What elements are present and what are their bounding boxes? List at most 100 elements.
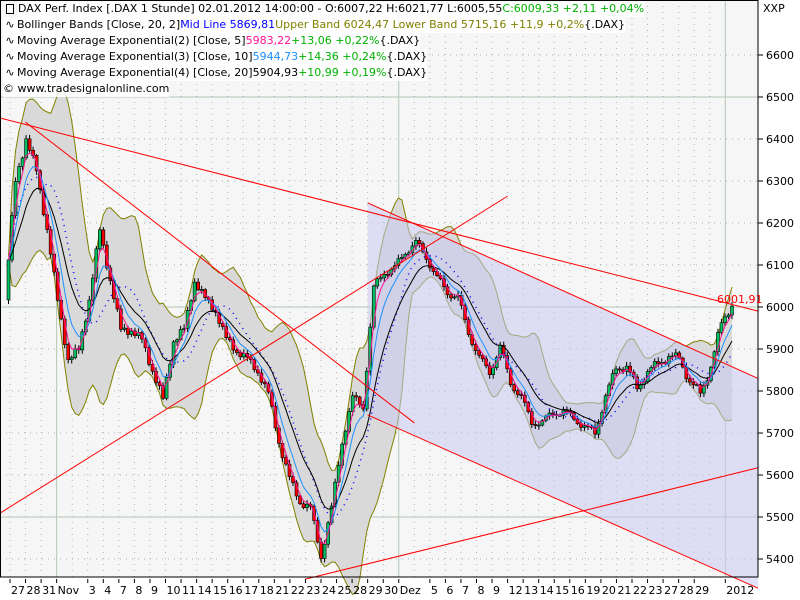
- trendline[interactable]: [305, 467, 759, 580]
- x-tick-label: 8: [135, 584, 142, 597]
- candle-body: [449, 294, 453, 299]
- indicator-change: +13,06 +0,22%: [291, 33, 380, 49]
- x-tick-label: 27: [11, 584, 25, 597]
- candle-body: [168, 363, 172, 378]
- candle-body: [375, 278, 380, 287]
- candle: [168, 360, 172, 381]
- candle: [161, 382, 165, 401]
- x-tick-label: 15: [555, 584, 569, 597]
- candle: [284, 454, 288, 466]
- bollinger-mid-line: [7, 176, 733, 517]
- last-price-label: 6001,91: [717, 293, 763, 306]
- legend-main[interactable]: DAX Perf. Index [.DAX 1 Stunde] 02.01.20…: [3, 1, 645, 17]
- y-tick-label: 5900: [766, 343, 794, 356]
- candle-body: [540, 420, 545, 426]
- band-values: Upper Band 6024,47 Lower Band 5715,16 +1…: [275, 17, 585, 33]
- candle-body: [192, 281, 197, 301]
- candle-body: [582, 425, 587, 428]
- candle: [175, 338, 179, 346]
- trendlines[interactable]: [0, 117, 759, 589]
- y-tick-label: 6100: [766, 259, 794, 272]
- legend-ema-20[interactable]: ∿ Moving Average Exponential(4) [Close, 2…: [3, 65, 644, 81]
- y-tick-label: 6000: [766, 301, 794, 314]
- candle: [449, 292, 453, 302]
- x-tick-label: 14: [540, 584, 554, 597]
- ema-5-line: [8, 152, 733, 545]
- candle: [526, 401, 531, 414]
- candle-body: [69, 357, 74, 360]
- candle-body: [565, 410, 569, 412]
- x-tick-label: 28: [27, 584, 41, 597]
- trendline[interactable]: [367, 414, 759, 589]
- y-axis: 5400 5500 5600 5700 5800 5900 6000 6100 6200 6300…: [758, 49, 794, 566]
- candle: [20, 156, 25, 171]
- candle: [582, 422, 587, 431]
- candle: [101, 226, 106, 249]
- candle: [196, 278, 200, 292]
- candle-body: [410, 245, 415, 254]
- ema-20-line: [8, 187, 733, 510]
- x-tick-label: 28: [353, 584, 367, 597]
- candle-body: [161, 385, 165, 399]
- y-tick-label: 5500: [766, 511, 794, 524]
- candle-icon: [6, 4, 14, 14]
- trendline[interactable]: [0, 195, 508, 514]
- candle-body: [368, 326, 373, 372]
- candle-body: [73, 348, 78, 359]
- x-tick-label: 21: [275, 584, 289, 597]
- candle-body: [431, 267, 436, 272]
- candles: [6, 134, 734, 563]
- candle: [540, 419, 545, 427]
- trendline[interactable]: [367, 202, 759, 379]
- trendline[interactable]: [0, 117, 759, 312]
- candle: [382, 270, 387, 283]
- x-tick-label: 14: [198, 584, 212, 597]
- candle-body: [463, 305, 467, 320]
- x-tick-label: 21: [617, 584, 631, 597]
- legend-ema-5[interactable]: ∿ Moving Average Exponential(2) [Close, 5…: [3, 33, 644, 49]
- corner-label: XXP: [763, 2, 785, 15]
- candle: [730, 302, 734, 320]
- candle-body: [199, 289, 204, 291]
- indicator-name: Moving Average Exponential(4) [Close, 20…: [17, 65, 253, 81]
- candle: [698, 380, 703, 398]
- symbol-suffix: {.DAX}: [379, 33, 421, 49]
- candle-body: [400, 257, 404, 260]
- candle: [270, 389, 274, 409]
- y-tick-label: 5700: [766, 427, 794, 440]
- indicator-icon: ∿: [3, 65, 17, 81]
- legend-ema-10[interactable]: ∿ Moving Average Exponential(3) [Close, 1…: [3, 49, 644, 65]
- x-tick-label: Dez: [400, 584, 421, 597]
- candle-body: [382, 274, 387, 279]
- legend-bollinger[interactable]: ∿ Bollinger Bands [Close, 20, 2] Mid Line…: [3, 17, 644, 33]
- candle: [185, 306, 190, 332]
- candle-body: [301, 503, 306, 508]
- x-tick-label: 16: [571, 584, 585, 597]
- candle: [368, 323, 373, 376]
- x-tick-label: 20: [602, 584, 616, 597]
- candle: [719, 318, 724, 336]
- candle-body: [315, 520, 320, 543]
- candle: [522, 391, 527, 407]
- candle-body: [122, 327, 127, 330]
- copyright: © www.tradesignalonline.com: [3, 81, 644, 97]
- candle-body: [477, 350, 481, 356]
- candle: [656, 357, 661, 368]
- candle: [301, 500, 306, 510]
- x-tick-label: 12: [509, 584, 523, 597]
- candle: [6, 258, 11, 305]
- x-tick-label: 30: [384, 584, 398, 597]
- candle-body: [522, 394, 527, 403]
- x-tick-label: 4: [104, 584, 111, 597]
- x-tick-label: 7: [120, 584, 127, 597]
- candle: [477, 348, 481, 359]
- trendline[interactable]: [25, 121, 415, 424]
- candle-body: [614, 368, 618, 375]
- x-tick-label: 23: [649, 584, 663, 597]
- y-tick-label: 6600: [766, 49, 794, 62]
- candle-body: [537, 424, 541, 427]
- instrument-info: DAX Perf. Index [.DAX 1 Stunde] 02.01.20…: [18, 1, 503, 17]
- candle: [512, 383, 517, 394]
- candle-body: [512, 384, 517, 392]
- x-tick-label: 19: [586, 584, 600, 597]
